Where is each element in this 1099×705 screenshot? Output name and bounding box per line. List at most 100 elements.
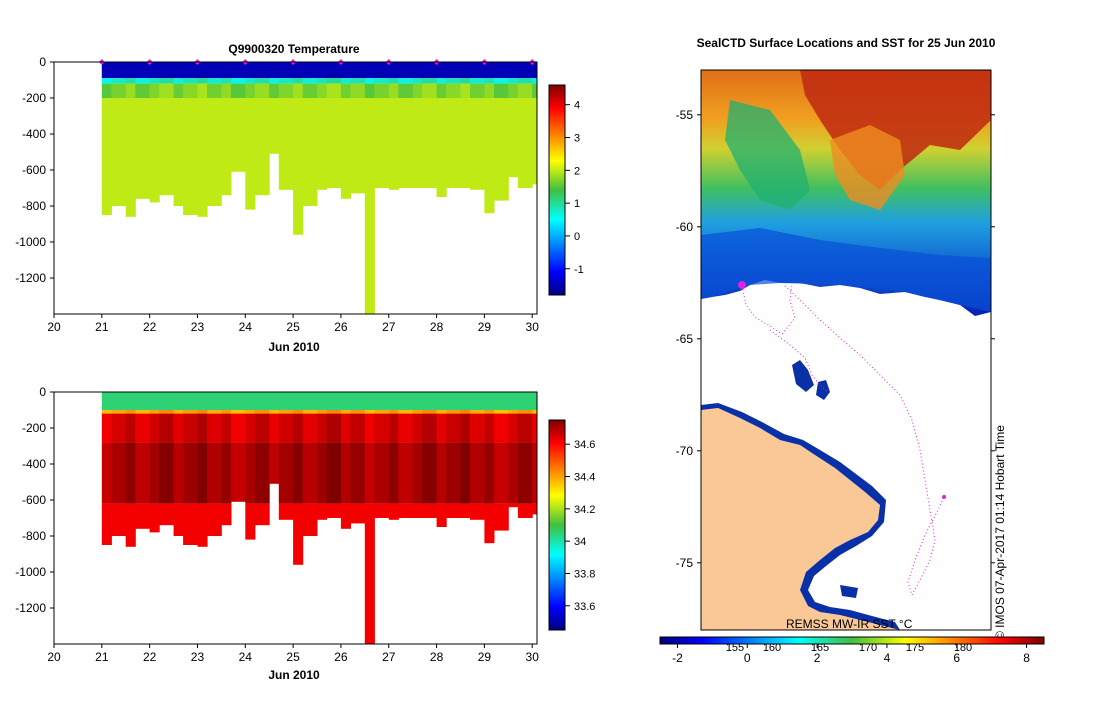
section-cell xyxy=(460,83,471,98)
section-cell xyxy=(494,413,509,443)
section-cell xyxy=(460,98,471,188)
section-cell xyxy=(293,413,304,443)
x-tick-label: 27 xyxy=(382,320,396,334)
section-cell xyxy=(436,62,447,79)
section-cell xyxy=(221,503,232,526)
y-tick-label: -200 xyxy=(22,421,46,435)
section-cell xyxy=(398,442,414,504)
section-cell xyxy=(374,98,390,188)
section-cell xyxy=(364,413,375,443)
colorbar-tick-label: -1 xyxy=(574,264,584,276)
section-cell xyxy=(398,62,414,79)
section-cell xyxy=(388,83,399,98)
section-cell xyxy=(484,413,495,443)
section-cell xyxy=(159,392,174,410)
y-tick-label: -1000 xyxy=(15,565,46,579)
sst-fahrenheit-tick-label: 175 xyxy=(906,642,924,654)
section-cell xyxy=(374,62,390,79)
y-tick-label: -800 xyxy=(22,529,46,543)
section-cell xyxy=(245,503,256,540)
section-cell xyxy=(245,442,256,504)
section-cell xyxy=(398,410,414,414)
map-frame xyxy=(700,69,992,631)
section-cell xyxy=(364,62,375,79)
section-cell xyxy=(326,98,342,188)
island xyxy=(840,585,858,598)
temperature-section-plot: Q9900320 Temperature 20 21 22 23 24 25 26 27 28 2… xyxy=(15,42,583,354)
section-cell xyxy=(230,410,246,414)
x-tick-label: 23 xyxy=(191,650,205,664)
section-cell xyxy=(207,442,222,504)
section-cell xyxy=(460,413,471,443)
section-cell xyxy=(278,413,294,443)
section-cell xyxy=(269,410,280,414)
section-cell xyxy=(173,98,184,206)
section-cell xyxy=(317,410,328,414)
section-cell xyxy=(173,78,184,84)
section-cell xyxy=(245,78,256,84)
section-cell xyxy=(398,413,414,443)
x-tick-label: 29 xyxy=(478,320,492,334)
section-cell xyxy=(364,78,375,84)
section-cell xyxy=(374,83,390,98)
section-cell xyxy=(422,442,437,504)
section-cell xyxy=(350,410,366,414)
section-cell xyxy=(302,503,318,536)
x-tick-label: 25 xyxy=(286,320,300,334)
section-cell xyxy=(470,98,485,190)
section-cell xyxy=(149,392,160,410)
section-cell xyxy=(207,98,222,206)
section-cell xyxy=(494,78,509,84)
section-cell xyxy=(470,392,485,410)
section-cell xyxy=(422,78,437,84)
x-tick-label: 30 xyxy=(526,320,540,334)
section-cell xyxy=(197,62,208,79)
section-cell xyxy=(508,392,519,410)
section-cell xyxy=(388,503,399,520)
section-cell xyxy=(374,413,390,443)
section-cell xyxy=(207,83,222,98)
section-cell xyxy=(470,442,485,504)
y-tick-label: 0 xyxy=(39,385,46,399)
section-cell xyxy=(159,83,174,98)
section-cell xyxy=(398,83,414,98)
section-cell xyxy=(125,410,136,414)
section-cell xyxy=(135,410,151,414)
colorbar-tick-label: 34.6 xyxy=(574,439,595,451)
section-cell xyxy=(340,410,351,414)
colorbar-tick-label: 1 xyxy=(574,198,580,210)
section-cell xyxy=(269,98,280,154)
section-cell xyxy=(412,78,423,84)
section-cell xyxy=(317,503,328,520)
lat-tick-label: -60 xyxy=(676,220,694,234)
sst-colorbar-tick-label: 2 xyxy=(814,651,821,665)
section-cell xyxy=(340,503,351,529)
sst-product-label: REMSS MW-IR SST °C xyxy=(786,617,913,631)
section-cell xyxy=(111,413,127,443)
y-tick-label: -1200 xyxy=(15,271,46,285)
sst-fahrenheit-tick-label: 180 xyxy=(954,642,972,654)
section-cell xyxy=(245,83,256,98)
section-cell xyxy=(398,392,414,410)
section-cell xyxy=(197,83,208,98)
section-cell xyxy=(460,62,471,79)
section-cell xyxy=(422,62,437,79)
section-cell xyxy=(101,503,112,545)
section-cell xyxy=(388,442,399,504)
section-cell xyxy=(207,62,222,79)
section-cell xyxy=(484,62,495,79)
section-cell xyxy=(508,83,519,98)
section-cell xyxy=(317,392,328,410)
sst-colorbar-tick-label: -2 xyxy=(672,651,683,665)
seal-track xyxy=(741,283,946,597)
colorbar-tick-label: 34.2 xyxy=(574,504,595,516)
section-cell xyxy=(159,98,174,196)
section-cell xyxy=(293,442,304,504)
section-cell xyxy=(125,442,136,504)
section-cell xyxy=(149,413,160,443)
section-cell xyxy=(364,442,375,504)
section-cell xyxy=(317,98,328,190)
colorbar-tick-label: 33.6 xyxy=(574,601,595,613)
section-cell xyxy=(197,98,208,217)
